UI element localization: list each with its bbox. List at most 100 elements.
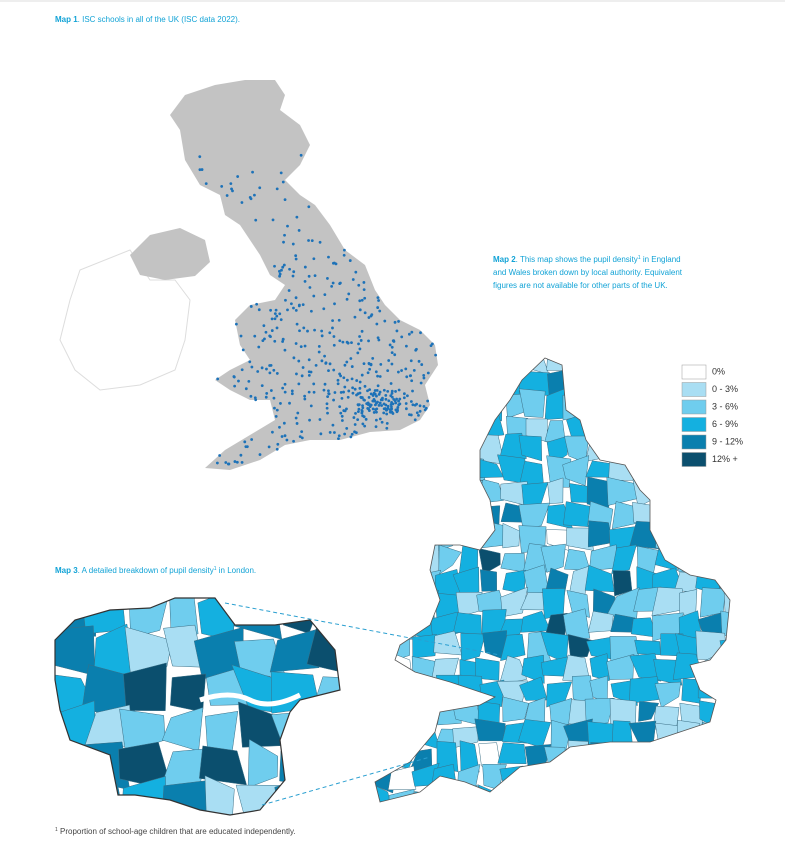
local-authority <box>694 770 725 795</box>
school-dot <box>375 322 379 326</box>
school-dot <box>256 370 260 373</box>
school-dot <box>392 339 396 343</box>
school-dot <box>360 411 364 415</box>
local-authority <box>632 501 662 523</box>
school-dot <box>264 330 268 334</box>
school-dot <box>350 432 354 436</box>
school-dot <box>363 311 367 315</box>
school-dot <box>333 431 336 434</box>
local-authority <box>475 479 504 505</box>
school-dot <box>363 424 367 428</box>
local-authority <box>616 371 640 398</box>
school-dot <box>240 201 244 204</box>
school-dot <box>386 404 390 408</box>
school-dot <box>283 382 287 386</box>
school-dot <box>348 259 352 262</box>
school-dot <box>309 404 313 408</box>
school-dot <box>287 289 291 292</box>
school-dot <box>397 399 400 403</box>
school-dot <box>307 274 311 278</box>
local-authority <box>676 719 700 752</box>
local-authority <box>375 652 397 684</box>
school-dot <box>373 403 377 407</box>
local-authority <box>563 501 592 528</box>
local-authority <box>412 438 436 460</box>
local-authority <box>389 565 414 598</box>
school-dot <box>405 375 409 379</box>
school-dot <box>382 388 386 392</box>
school-dot <box>281 386 285 390</box>
london-borough <box>270 671 320 714</box>
school-dot <box>415 411 419 415</box>
local-authority <box>673 548 706 573</box>
school-dot <box>271 218 275 222</box>
local-authority <box>634 395 660 417</box>
school-dot <box>397 388 401 392</box>
school-dot <box>382 411 386 415</box>
school-dot <box>307 205 311 209</box>
school-dot <box>280 268 283 272</box>
school-dot <box>339 374 343 378</box>
local-authority <box>607 411 638 440</box>
school-dot <box>295 422 299 425</box>
local-authority <box>651 458 681 488</box>
school-dot <box>342 390 345 394</box>
local-authority <box>629 653 662 682</box>
local-authority <box>475 366 503 396</box>
school-dot <box>423 408 427 412</box>
school-dot <box>372 411 376 414</box>
school-dot <box>276 442 280 446</box>
school-dot <box>398 397 402 401</box>
school-dot <box>326 395 330 399</box>
school-dot <box>265 392 269 395</box>
local-authority <box>375 725 394 748</box>
school-dot <box>390 351 394 355</box>
note-mark: 1 <box>214 566 217 572</box>
local-authority <box>391 461 410 487</box>
school-dot <box>343 385 347 389</box>
map3-text: in London. <box>217 566 257 575</box>
school-dot <box>336 382 340 386</box>
school-dot <box>402 392 406 396</box>
local-authority <box>611 720 633 748</box>
school-dot <box>275 447 279 451</box>
school-dot <box>350 341 353 345</box>
school-dot <box>245 445 249 449</box>
school-dot <box>418 409 422 413</box>
local-authority <box>498 655 528 686</box>
school-dot <box>260 384 264 387</box>
school-dot <box>226 462 230 466</box>
local-authority <box>375 542 398 570</box>
school-dot <box>285 438 289 442</box>
school-dot <box>236 175 240 178</box>
school-dot <box>393 399 397 403</box>
school-dot <box>327 389 330 393</box>
local-authority <box>375 680 396 707</box>
local-authority <box>719 638 730 654</box>
local-authority <box>629 746 662 772</box>
school-dot <box>283 198 287 202</box>
school-dot <box>376 374 379 378</box>
local-authority <box>387 595 417 617</box>
local-authority <box>375 437 397 463</box>
school-dot <box>337 434 341 438</box>
school-dot <box>307 239 310 242</box>
school-dot <box>357 283 361 287</box>
school-dot <box>288 401 291 405</box>
school-dot <box>292 270 296 274</box>
school-dot <box>394 401 398 405</box>
school-dot <box>298 329 301 333</box>
school-dot <box>322 307 326 311</box>
school-dot <box>350 377 354 381</box>
local-authority <box>520 767 547 790</box>
school-dot <box>254 218 258 222</box>
school-dot <box>380 420 384 424</box>
school-dot <box>327 392 331 395</box>
local-authority <box>375 608 391 638</box>
local-authority <box>716 523 730 547</box>
school-dot <box>351 391 355 395</box>
school-dot <box>352 416 356 419</box>
map2-text: in England <box>641 255 681 264</box>
local-authority <box>414 791 436 802</box>
school-dot <box>367 396 371 399</box>
